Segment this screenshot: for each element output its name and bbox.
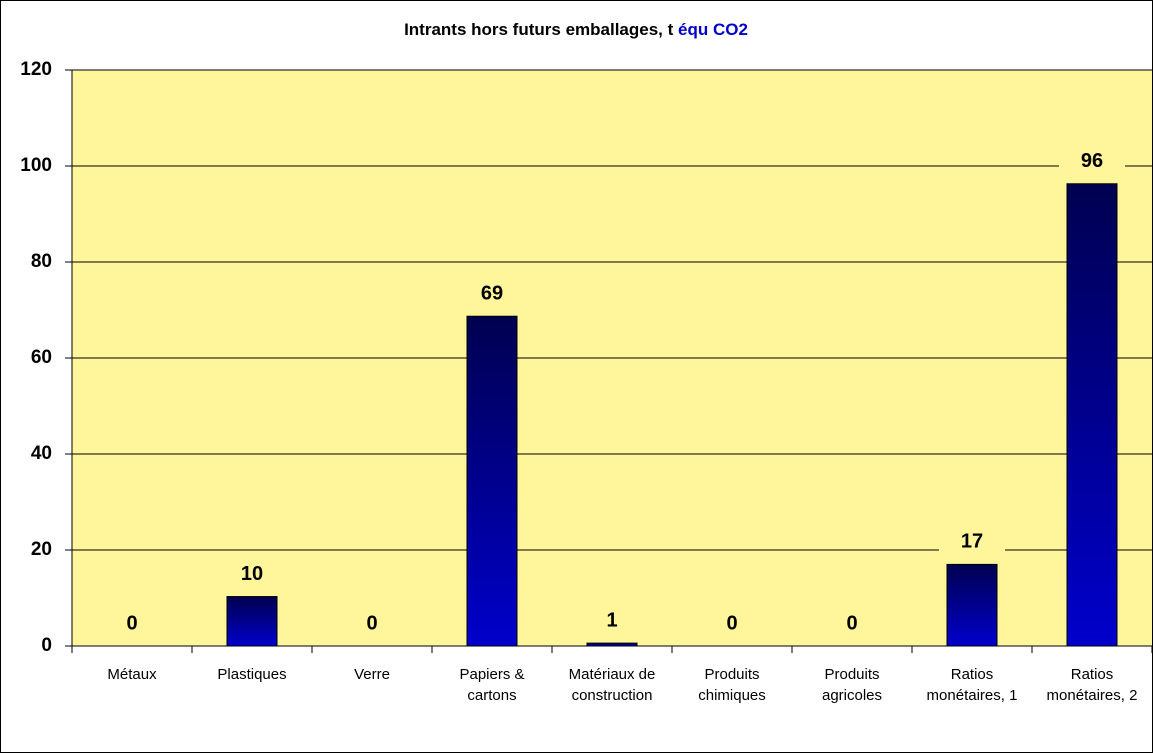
title-main: Intrants hors futurs emballages, t (404, 20, 674, 39)
value-label: 1 (606, 609, 617, 631)
y-tick-label: 0 (41, 635, 52, 656)
x-tick-label: Ratios monétaires, 2 (1046, 666, 1138, 704)
value-label-bg (1059, 148, 1125, 175)
y-tick-label: 20 (31, 539, 52, 560)
value-label: 96 (1081, 150, 1103, 172)
bar (1066, 183, 1118, 647)
bar (946, 563, 998, 647)
x-tick-label: Plastiques (217, 666, 287, 683)
x-tick-label: Métaux (107, 666, 157, 683)
chart-title: Intrants hors futurs emballages, t équ C… (404, 20, 748, 39)
x-tick-label: Produits agricoles (821, 666, 883, 704)
value-label-bg (699, 611, 765, 637)
title-unit: équ CO2 (678, 20, 748, 39)
value-label: 17 (961, 531, 983, 553)
y-tick-label: 40 (31, 443, 52, 464)
x-tick-label: Papiers & cartons (459, 666, 525, 704)
x-tick-label: Verre (354, 666, 390, 683)
value-label: 10 (241, 563, 263, 585)
value-label: 0 (846, 612, 857, 634)
y-tick-label: 60 (31, 347, 52, 368)
value-label: 0 (126, 612, 137, 634)
y-tick-label: 100 (20, 155, 52, 176)
x-tick-label: Produits chimiques (698, 666, 766, 704)
value-label-bg (99, 611, 165, 637)
value-label-bg (819, 611, 885, 637)
bar (466, 315, 518, 647)
bar (226, 596, 278, 647)
value-label-bg (579, 608, 645, 635)
value-label-bg (459, 281, 525, 308)
y-tick-label: 80 (31, 251, 52, 272)
value-label: 69 (481, 283, 503, 305)
value-label-bg (339, 611, 405, 637)
y-tick-label: 120 (20, 59, 52, 80)
value-label: 0 (726, 612, 737, 634)
value-label-bg (939, 529, 1005, 556)
value-label: 0 (366, 612, 377, 634)
x-tick-label: Matériaux de construction (568, 666, 656, 704)
x-tick-label: Ratios monétaires, 1 (926, 666, 1018, 704)
value-label-bg (219, 561, 285, 588)
